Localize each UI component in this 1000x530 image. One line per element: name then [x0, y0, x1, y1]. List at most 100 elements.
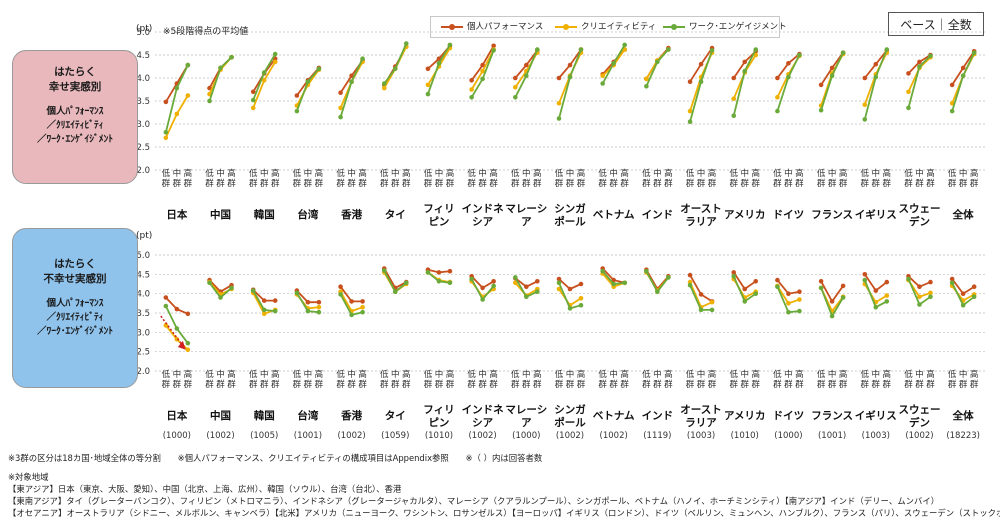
x-group-label: 群 — [271, 379, 280, 390]
data-point — [786, 291, 791, 297]
data-point — [567, 306, 573, 311]
country-label: スウェー — [898, 404, 940, 416]
y-note-top: ※5段階得点の平均値 — [163, 27, 249, 37]
x-group-label: 群 — [795, 178, 804, 189]
data-point — [513, 275, 518, 280]
data-point — [447, 268, 453, 274]
country-label: 香港 — [340, 409, 362, 422]
x-group-label: 群 — [598, 178, 607, 189]
data-point — [250, 105, 256, 111]
data-point — [840, 295, 846, 300]
series-line — [470, 50, 495, 98]
data-point — [742, 286, 748, 292]
sample-size-label: (1003) — [862, 431, 890, 441]
x-group-label: 中 — [959, 369, 968, 380]
data-point — [611, 61, 616, 66]
x-group-label: 中 — [828, 369, 837, 380]
x-group-label: 群 — [817, 178, 826, 189]
x-group-label: 中 — [566, 168, 575, 179]
data-point — [578, 281, 584, 287]
x-group-label: 群 — [402, 178, 411, 189]
x-group-label: 高 — [664, 369, 673, 380]
data-point — [666, 275, 671, 280]
x-group-label: 高 — [577, 168, 586, 179]
x-group-label: 群 — [784, 178, 793, 189]
x-group-label: 低 — [642, 369, 651, 380]
legend: 個人パフォーマンス クリエイティビティ ワーク･エンゲイジメント — [430, 16, 787, 38]
x-group-label: 群 — [751, 178, 760, 189]
x-group-label: 低 — [861, 168, 870, 179]
data-point — [775, 277, 780, 283]
data-point — [360, 304, 365, 310]
x-group-label: 中 — [653, 168, 662, 179]
y-tick-label: 4.0 — [136, 74, 150, 84]
data-point — [360, 299, 365, 304]
data-point — [949, 280, 955, 286]
x-group-label: 高 — [184, 168, 193, 179]
country-label: スウェー — [898, 203, 940, 215]
data-point — [709, 307, 715, 313]
data-point — [775, 108, 780, 114]
x-group-label: 中 — [173, 168, 182, 179]
data-point — [753, 47, 759, 52]
country-label: インド — [642, 410, 674, 422]
x-group-label: 群 — [577, 178, 586, 189]
data-point — [567, 62, 573, 68]
x-group-label: 群 — [697, 178, 706, 189]
x-group-label: 群 — [184, 379, 193, 390]
data-point — [261, 78, 267, 83]
data-point — [163, 130, 169, 135]
data-point — [425, 91, 431, 97]
data-point — [294, 108, 300, 114]
data-point — [960, 291, 966, 297]
data-point — [349, 299, 354, 304]
x-group-label: 中 — [740, 168, 749, 179]
x-group-label: 群 — [708, 379, 717, 390]
x-group-label: 群 — [391, 178, 400, 189]
sample-size-label: (1005) — [250, 431, 278, 441]
x-group-label: 低 — [817, 168, 826, 179]
x-group-label: 高 — [795, 369, 804, 380]
data-point — [174, 111, 180, 117]
data-point — [884, 293, 890, 298]
x-group-label: 群 — [304, 178, 313, 189]
data-point — [742, 299, 748, 304]
x-group-label: 低 — [424, 168, 433, 179]
x-group-label: 高 — [315, 369, 324, 380]
data-point — [403, 41, 409, 46]
country-label: フランス — [811, 410, 853, 422]
data-point — [687, 272, 693, 278]
data-point — [491, 279, 496, 284]
x-group-label: 高 — [271, 369, 280, 380]
country-label: 韓国 — [254, 409, 275, 422]
data-point — [960, 303, 966, 308]
data-point — [349, 73, 354, 78]
data-point — [272, 308, 278, 314]
data-point — [163, 99, 169, 105]
x-group-label: 高 — [358, 369, 367, 380]
data-point — [513, 84, 518, 90]
data-point — [436, 270, 442, 275]
country-label: フィリ — [423, 404, 454, 416]
x-group-label: 群 — [446, 379, 455, 390]
data-point — [436, 279, 442, 284]
data-point — [797, 289, 802, 295]
data-point — [250, 288, 256, 293]
data-point — [556, 276, 562, 282]
y-tick-label: 5.0 — [136, 28, 150, 38]
x-group-label: 群 — [467, 178, 476, 189]
data-point — [174, 85, 180, 91]
x-group-label: 群 — [358, 178, 367, 189]
x-group-label: 群 — [216, 379, 225, 390]
data-point — [163, 135, 169, 141]
data-point — [316, 299, 322, 305]
x-group-label: 低 — [380, 168, 389, 179]
x-group-label: 高 — [227, 168, 236, 179]
y-tick-label: 4.0 — [136, 290, 150, 300]
x-group-label: 群 — [904, 379, 913, 390]
data-point — [709, 48, 715, 53]
data-point — [786, 301, 791, 306]
data-point — [644, 268, 649, 274]
x-group-label: 群 — [533, 178, 542, 189]
data-point — [513, 95, 518, 100]
